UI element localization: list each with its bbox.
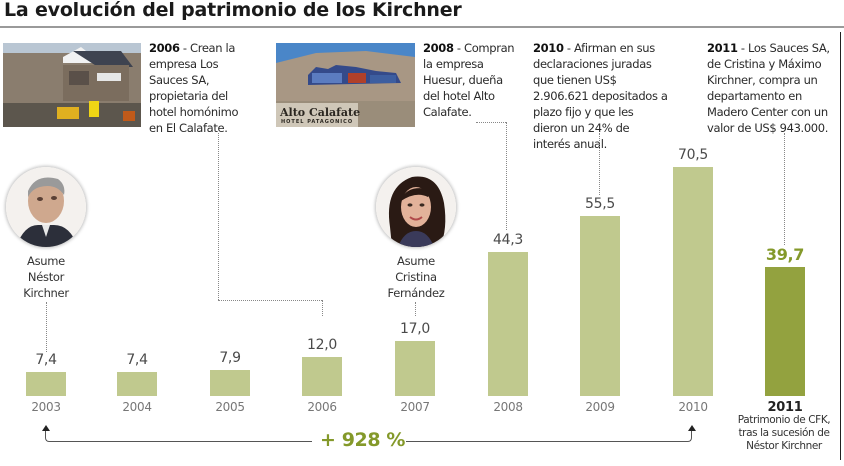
year-label: 2006: [307, 400, 337, 414]
alto-calafate-sign-text: Alto Calafate: [280, 106, 361, 119]
bar-2006: [302, 357, 342, 396]
bar-2005: [210, 370, 250, 396]
bar-value-label: 7,4: [126, 352, 148, 368]
year-label: 2010: [678, 400, 708, 414]
leader-2003: [46, 302, 47, 352]
nestor-kirchner-caption: Asume Néstor Kirchner: [6, 253, 86, 301]
arrow-up-icon-2003: [42, 425, 50, 431]
caption-line: Asume: [27, 254, 65, 268]
bar-2007: [395, 341, 435, 396]
growth-arrow-right-line: [406, 441, 686, 442]
caption-line: Fernández: [387, 286, 445, 300]
year-label: 2005: [215, 400, 245, 414]
annotation-2006-year: 2006: [149, 41, 180, 55]
annotation-2011: 2011 - Los Sauces SA, de Cristina y Máxi…: [707, 40, 839, 136]
bar-value-label: 39,7: [765, 245, 805, 264]
bar-2010: [673, 167, 713, 396]
bar-2009: [580, 216, 620, 396]
bar-value-label: 44,3: [493, 232, 523, 248]
leader-2006-horizontal: [218, 300, 322, 301]
growth-arrow-left-corner: [45, 430, 52, 442]
leader-2006-drop: [322, 300, 323, 316]
annotation-2011-year: 2011: [707, 41, 738, 55]
caption-line: Cristina: [395, 270, 437, 284]
caption-line: Néstor: [27, 270, 65, 284]
year-label: 2011: [767, 400, 803, 415]
nestor-kirchner-portrait: [6, 167, 86, 247]
bar-value-label: 7,4: [35, 352, 57, 368]
caption-line: Asume: [397, 254, 435, 268]
leader-2007: [415, 302, 416, 316]
footnote-line: tras la sucesión de: [738, 427, 830, 439]
annotation-2010-text: - Afirman en sus declaraciones juradas q…: [533, 41, 668, 151]
annotation-2011-text: - Los Sauces SA, de Cristina y Máximo Ki…: [707, 41, 830, 135]
alto-calafate-hotel-photo: Alto Calafate HOTEL PATAGONICO: [276, 43, 415, 127]
year-label: 2008: [493, 400, 523, 414]
leader-2008-horizontal: [476, 122, 506, 123]
bar-2008: [488, 252, 528, 396]
chart-title: La evolución del patrimonio de los Kirch…: [4, 0, 462, 21]
year-label: 2004: [122, 400, 152, 414]
footnote-line: Patrimonio de CFK,: [737, 414, 831, 426]
bar-value-label: 70,5: [678, 147, 708, 163]
bar-value-label: 7,9: [219, 350, 241, 366]
cristina-fernandez-caption: Asume Cristina Fernández: [376, 253, 456, 301]
leader-2010: [599, 133, 600, 195]
annotation-2010: 2010 - Afirman en sus declaraciones jura…: [533, 40, 668, 152]
leader-2006-vertical: [218, 133, 219, 300]
annotation-2006-text: - Crean la empresa Los Sauces SA, propie…: [149, 41, 239, 135]
annotation-2006: 2006 - Crean la empresa Los Sauces SA, p…: [149, 40, 249, 136]
arrow-up-icon-2010: [688, 425, 696, 431]
annotation-2008: 2008 - Compran la empresa Huesur, dueña …: [423, 40, 515, 120]
leader-2011: [784, 133, 785, 245]
annotation-2008-text: - Compran la empresa Huesur, dueña del h…: [423, 41, 515, 119]
growth-percentage-label: + 928 %: [320, 429, 406, 451]
growth-arrow-left-line: [50, 441, 312, 442]
los-sauces-house-photo: [3, 43, 141, 127]
year-label: 2003: [31, 400, 61, 414]
growth-arrow-right-corner: [685, 430, 692, 442]
alto-calafate-sign-subtext: HOTEL PATAGONICO: [281, 119, 354, 125]
bar-2004: [117, 372, 157, 396]
title-divider: [0, 26, 844, 28]
cristina-fernandez-portrait: [376, 167, 456, 247]
year-label: 2009: [585, 400, 615, 414]
bar-value-label: 17,0: [400, 321, 430, 337]
year-label: 2007: [400, 400, 430, 414]
annotation-2008-year: 2008: [423, 41, 454, 55]
annotation-2010-year: 2010: [533, 41, 564, 55]
footnote-2011: Patrimonio de CFK, tras la sucesión de N…: [729, 414, 839, 453]
leader-2008-vertical: [506, 122, 507, 230]
bar-2011: [765, 267, 805, 396]
caption-line: Kirchner: [23, 286, 69, 300]
bar-value-label: 12,0: [307, 337, 337, 353]
right-border-line: [840, 32, 841, 460]
bar-value-label: 55,5: [585, 196, 615, 212]
footnote-line: Néstor Kirchner: [746, 440, 822, 452]
bar-2003: [26, 372, 66, 396]
